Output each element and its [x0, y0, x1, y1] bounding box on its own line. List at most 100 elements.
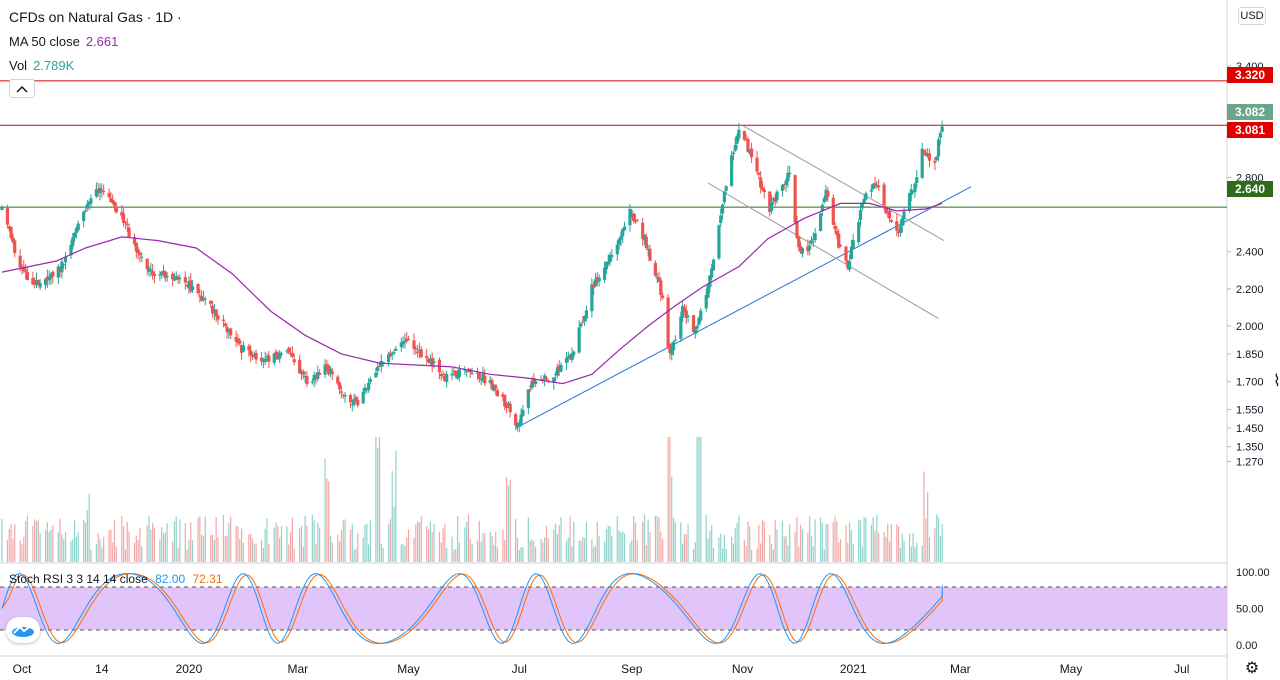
- volume-bar: [260, 539, 263, 562]
- candle-body: [820, 204, 824, 212]
- settings-gear-icon[interactable]: ⚙: [1244, 660, 1260, 677]
- candle-body: [668, 344, 672, 354]
- candle-body: [172, 279, 177, 281]
- candle-body: [886, 211, 890, 214]
- candle-body: [501, 394, 505, 397]
- stoch-legend-label: Stoch RSI 3 3 14 14 close: [9, 572, 148, 586]
- candle-body: [681, 306, 685, 318]
- candle-body: [864, 193, 868, 200]
- time-axis-tick-label: 14: [95, 662, 109, 676]
- candle-body: [107, 193, 111, 198]
- candle-body: [657, 277, 661, 282]
- volume-bar: [217, 537, 219, 562]
- volume-bar: [329, 535, 332, 562]
- candle-body: [653, 262, 657, 276]
- price-axis-tick-label: 1.450: [1236, 423, 1264, 435]
- candle-body: [530, 380, 534, 388]
- volume-bar: [364, 524, 366, 562]
- candle-body: [922, 150, 926, 155]
- volume-bar: [72, 539, 74, 562]
- candle-body: [377, 366, 382, 368]
- volume-bar: [872, 517, 874, 562]
- candle-body: [924, 152, 928, 156]
- volume-bar: [97, 533, 99, 562]
- volume-bar: [622, 531, 624, 562]
- candle-body: [348, 394, 353, 403]
- volume-bar: [834, 516, 836, 562]
- candle-body: [74, 228, 79, 233]
- trend-line-falling-upper: [742, 124, 945, 242]
- stoch-axis-tick-label: 50.00: [1236, 604, 1264, 616]
- volume-bar: [776, 529, 778, 562]
- candle-body: [274, 351, 278, 355]
- candle-body: [760, 187, 765, 190]
- candle-body: [641, 222, 645, 239]
- candle-body: [621, 228, 625, 237]
- candle-body: [564, 357, 569, 363]
- volume-bar: [451, 536, 453, 562]
- candle-body: [630, 211, 634, 213]
- tradingview-logo[interactable]: [6, 617, 40, 643]
- stoch-d-line: [1, 573, 943, 644]
- candle-body: [735, 135, 739, 144]
- candle-body: [401, 341, 405, 345]
- volume-bar: [858, 520, 860, 562]
- volume-bar: [353, 549, 355, 562]
- volume-bar: [796, 516, 798, 562]
- candle-body: [719, 215, 723, 223]
- candle-body: [327, 365, 331, 375]
- candle-body: [176, 276, 180, 280]
- candle-body: [376, 366, 380, 371]
- volume-bar: [137, 540, 139, 562]
- candle-body: [102, 190, 106, 192]
- volume-bar: [520, 547, 522, 562]
- candle-body: [125, 223, 129, 225]
- volume-bar: [337, 534, 339, 562]
- volume-bar: [224, 536, 226, 562]
- volume-bar: [554, 523, 557, 562]
- volume-bar: [286, 526, 288, 562]
- volume-bar: [315, 544, 317, 562]
- candle-body: [935, 156, 939, 161]
- price-tag-last-text: 3.082: [1234, 105, 1266, 119]
- volume-bar: [912, 533, 914, 562]
- volume-bar: [939, 535, 941, 562]
- volume-bar: [369, 520, 372, 562]
- price-axis-tick-label: 2.000: [1236, 321, 1264, 333]
- currency-button[interactable]: USD: [1238, 7, 1266, 25]
- candle-body: [292, 359, 296, 363]
- candle-body: [0, 207, 4, 210]
- volume-bar: [865, 517, 867, 562]
- candle-body: [178, 277, 182, 279]
- volume-bar: [747, 521, 749, 562]
- candle-body: [221, 319, 226, 321]
- candle-body: [352, 399, 356, 405]
- volume-bar: [95, 543, 97, 562]
- ma-legend-label: MA 50 close: [9, 34, 80, 49]
- volume-bar: [578, 540, 580, 562]
- candle-body: [875, 185, 879, 187]
- candle-body: [386, 354, 391, 363]
- candle-body: [49, 274, 53, 278]
- candle-body: [602, 267, 607, 280]
- candle-body: [51, 271, 55, 277]
- candle-body: [759, 177, 763, 188]
- collapse-legend-button[interactable]: [9, 79, 35, 98]
- candle-body: [566, 356, 570, 359]
- volume-bar: [404, 545, 406, 562]
- volume-bar: [63, 539, 65, 562]
- candle-body: [494, 384, 498, 389]
- candle-body: [7, 226, 11, 229]
- volume-bar: [59, 518, 61, 562]
- volume-bar: [19, 540, 21, 562]
- volume-bar: [235, 525, 237, 562]
- candle-body: [590, 284, 594, 312]
- volume-bar: [634, 522, 637, 562]
- candle-body: [56, 266, 60, 278]
- volume-bar: [667, 437, 669, 562]
- volume-bar: [560, 517, 562, 562]
- candle-body: [303, 376, 307, 378]
- volume-bar: [415, 524, 417, 562]
- volume-bar: [26, 515, 29, 562]
